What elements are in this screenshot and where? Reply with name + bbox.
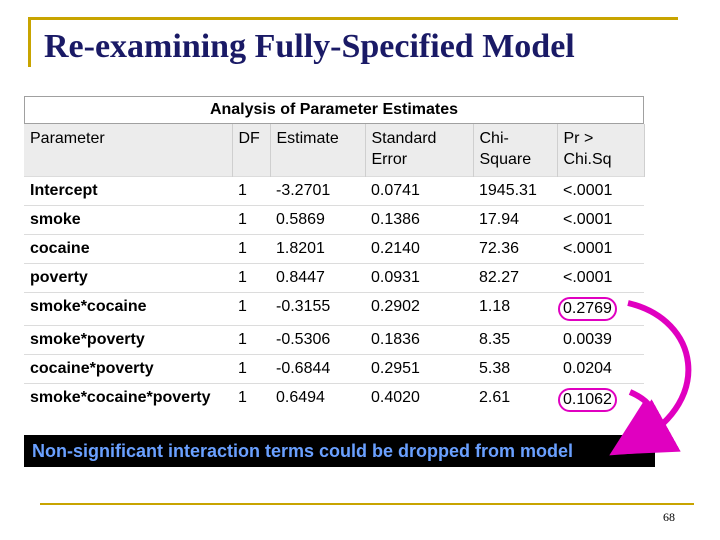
cell-df: 1: [232, 263, 270, 293]
cell-chi-square: 1945.31: [473, 176, 557, 206]
cell-std-error: 0.1836: [365, 325, 473, 355]
cell-chi-square: 82.27: [473, 263, 557, 293]
cell-p-value: 0.1062: [557, 383, 644, 434]
cell-df: 1: [232, 234, 270, 264]
table-row: smoke*cocaine*poverty 1 0.6494 0.4020 2.…: [24, 383, 644, 434]
cell-parameter: poverty: [24, 263, 232, 293]
column-header-estimate: Estimate: [270, 124, 366, 177]
cell-chi-square: 2.61: [473, 383, 557, 434]
cell-p-value: <.0001: [557, 205, 644, 235]
table-row: smoke*poverty 1 -0.5306 0.1836 8.35 0.00…: [24, 325, 644, 355]
cell-chi-square: 5.38: [473, 354, 557, 384]
cell-p-value: 0.0039: [557, 325, 644, 355]
table-row: Intercept 1 -3.2701 0.0741 1945.31 <.000…: [24, 176, 644, 206]
column-header-p-value: Pr > Chi.Sq: [557, 124, 645, 177]
cell-p-value: <.0001: [557, 176, 644, 206]
cell-chi-square: 72.36: [473, 234, 557, 264]
cell-estimate: -0.3155: [270, 292, 365, 326]
conclusion-banner: Non-significant interaction terms could …: [24, 435, 655, 467]
cell-df: 1: [232, 205, 270, 235]
cell-df: 1: [232, 354, 270, 384]
table-row: smoke*cocaine 1 -0.3155 0.2902 1.18 0.27…: [24, 292, 644, 326]
cell-p-value: <.0001: [557, 234, 644, 264]
highlighted-p-value: 0.2769: [558, 297, 617, 321]
cell-chi-square: 8.35: [473, 325, 557, 355]
table-row: cocaine 1 1.8201 0.2140 72.36 <.0001: [24, 234, 644, 264]
cell-estimate: -0.5306: [270, 325, 365, 355]
cell-parameter: cocaine*poverty: [24, 354, 232, 384]
column-header-df: DF: [232, 124, 271, 177]
column-header-chi-square: Chi-Square: [473, 124, 558, 177]
cell-parameter: smoke*cocaine: [24, 292, 232, 326]
cell-df: 1: [232, 176, 270, 206]
cell-std-error: 0.2951: [365, 354, 473, 384]
column-header-parameter: Parameter: [24, 124, 233, 177]
cell-parameter: cocaine: [24, 234, 232, 264]
cell-p-value: 0.0204: [557, 354, 644, 384]
table-row: poverty 1 0.8447 0.0931 82.27 <.0001: [24, 263, 644, 293]
cell-parameter: smoke: [24, 205, 232, 235]
cell-estimate: 0.8447: [270, 263, 365, 293]
cell-df: 1: [232, 383, 270, 434]
table-row: cocaine*poverty 1 -0.6844 0.2951 5.38 0.…: [24, 354, 644, 384]
cell-std-error: 0.2140: [365, 234, 473, 264]
table-caption: Analysis of Parameter Estimates: [24, 96, 644, 124]
highlighted-p-value: 0.1062: [558, 388, 617, 412]
cell-p-value: <.0001: [557, 263, 644, 293]
cell-estimate: -0.6844: [270, 354, 365, 384]
cell-p-value: 0.2769: [557, 292, 644, 326]
cell-std-error: 0.2902: [365, 292, 473, 326]
cell-estimate: 0.6494: [270, 383, 365, 434]
page-number: 68: [663, 510, 675, 524]
cell-estimate: -3.2701: [270, 176, 365, 206]
table-header-row: Parameter DF Estimate Standard Error Chi…: [24, 124, 645, 177]
cell-chi-square: 1.18: [473, 292, 557, 326]
column-header-standard-error: Standard Error: [365, 124, 474, 177]
cell-parameter: smoke*cocaine*poverty: [24, 383, 232, 434]
cell-estimate: 1.8201: [270, 234, 365, 264]
parameter-estimates-table: Analysis of Parameter Estimates Paramete…: [24, 96, 645, 466]
frame-top-line: [28, 17, 678, 20]
cell-df: 1: [232, 325, 270, 355]
cell-chi-square: 17.94: [473, 205, 557, 235]
table-row: smoke 1 0.5869 0.1386 17.94 <.0001: [24, 205, 644, 235]
cell-std-error: 0.0741: [365, 176, 473, 206]
cell-df: 1: [232, 292, 270, 326]
cell-parameter: Intercept: [24, 176, 232, 206]
estimates-table: Parameter DF Estimate Standard Error Chi…: [24, 124, 645, 434]
slide-title: Re-examining Fully-Specified Model: [44, 28, 575, 65]
cell-parameter: smoke*poverty: [24, 325, 232, 355]
cell-std-error: 0.4020: [365, 383, 473, 434]
cell-std-error: 0.1386: [365, 205, 473, 235]
cell-estimate: 0.5869: [270, 205, 365, 235]
frame-left-line: [28, 17, 31, 67]
cell-std-error: 0.0931: [365, 263, 473, 293]
frame-bottom-line: [40, 503, 694, 505]
